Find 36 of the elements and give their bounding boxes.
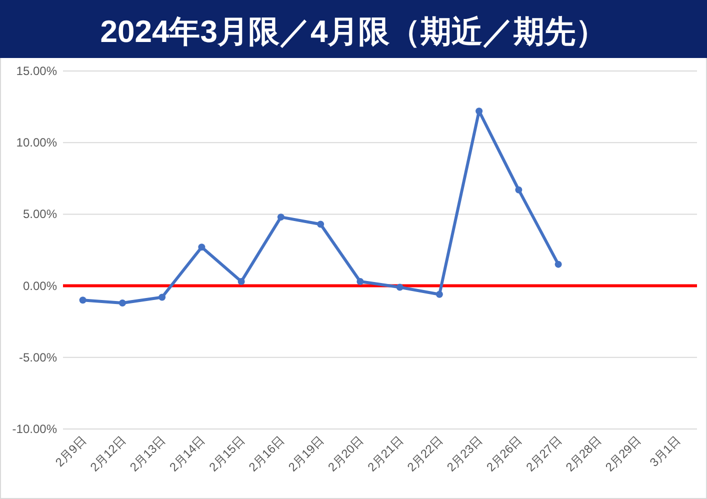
x-tick-label: 2月22日: [404, 433, 446, 474]
x-tick-label: 2月28日: [563, 433, 604, 474]
chart-title: 2024年3月限／4月限（期近／期先）: [100, 14, 607, 49]
point: [238, 278, 245, 286]
x-tick-label: 2月15日: [206, 433, 248, 474]
x-tick-label: 2月19日: [286, 433, 327, 474]
point: [198, 244, 206, 251]
y-tick-label: -10.00%: [12, 422, 58, 436]
point: [396, 284, 404, 291]
y-tick-label: 10.00%: [16, 136, 58, 150]
y-tick-label: 0.00%: [22, 278, 58, 293]
point: [476, 108, 483, 115]
point: [79, 296, 86, 304]
y-tick-label: 5.00%: [22, 207, 58, 222]
point: [118, 299, 126, 306]
x-tick-label: 2月23日: [444, 433, 486, 474]
point: [277, 214, 284, 221]
x-tick-label: 3月1日: [646, 433, 684, 470]
x-tick-label: 2月21日: [364, 433, 406, 474]
x-tick-label: 2月26日: [484, 433, 525, 474]
point: [158, 294, 166, 301]
x-tick-label: 2月16日: [246, 433, 288, 474]
point: [515, 186, 522, 194]
y-tick-label: 15.00%: [16, 64, 58, 78]
x-tick-label: 2月20日: [325, 433, 366, 474]
y-tick-label: -5.00%: [18, 350, 58, 364]
point: [554, 260, 562, 268]
point: [436, 290, 443, 298]
x-tick-label: 2月14日: [166, 433, 208, 474]
point: [317, 220, 324, 228]
x-tick-label: 2月9日: [52, 433, 89, 470]
point: [356, 278, 364, 286]
x-tick-label: 2月13日: [127, 433, 168, 474]
x-tick-label: 2月12日: [88, 433, 129, 474]
x-tick-label: 2月27日: [523, 433, 564, 474]
x-tick-label: 2月29日: [602, 433, 644, 474]
